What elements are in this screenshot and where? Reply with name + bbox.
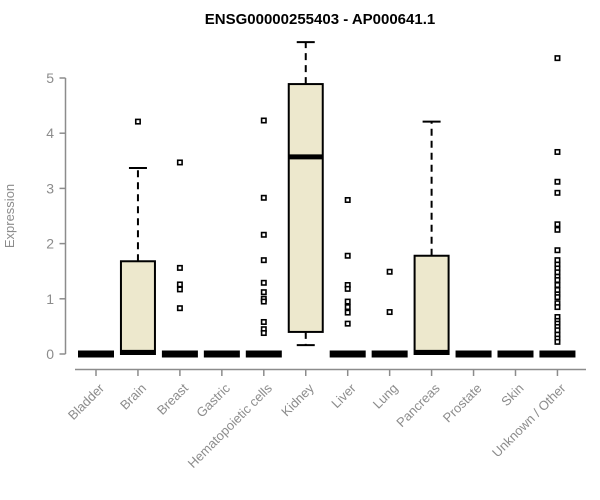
boxplot-unknown-other <box>539 55 576 358</box>
y-tick-label: 1 <box>46 291 54 307</box>
x-category-label-skin: Skin <box>498 381 526 409</box>
flat-box-at-zero <box>455 350 492 358</box>
flat-box-at-zero <box>371 350 408 358</box>
outlier-point <box>260 330 267 337</box>
outlier-point <box>176 281 183 288</box>
outlier-point <box>176 159 183 166</box>
outlier-point <box>554 294 561 301</box>
y-tick-label: 0 <box>46 346 54 362</box>
y-tick-label: 5 <box>46 70 54 86</box>
x-category-label-kidney: Kidney <box>278 380 317 419</box>
outlier-point <box>344 304 351 311</box>
boxplot-gastric <box>203 350 240 358</box>
outlier-point <box>260 318 267 325</box>
outlier-point <box>554 247 561 254</box>
boxplot-liver <box>329 196 366 358</box>
outlier-point <box>554 226 561 233</box>
boxplot-kidney <box>287 41 324 347</box>
outlier-point <box>344 309 351 316</box>
outlier-point <box>554 277 561 284</box>
outlier-point <box>176 264 183 271</box>
outlier-point <box>554 304 561 311</box>
outlier-point <box>554 55 561 62</box>
outlier-point <box>344 320 351 327</box>
flat-box-at-zero <box>329 350 366 358</box>
outlier-point <box>386 309 393 316</box>
outlier-point <box>344 252 351 259</box>
boxplot-breast <box>161 159 198 358</box>
boxplot-brain <box>119 118 156 356</box>
boxplot-skin <box>497 350 534 358</box>
outlier-point <box>554 281 561 288</box>
outlier-point <box>554 178 561 185</box>
outlier-point <box>554 338 561 345</box>
x-category-label-gastric: Gastric <box>193 380 233 420</box>
chart-title: ENSG00000255403 - AP000641.1 <box>205 11 435 28</box>
outlier-point <box>260 257 267 264</box>
outlier-point <box>344 196 351 203</box>
flat-box-at-zero <box>161 350 198 358</box>
flat-box-at-zero <box>497 350 534 358</box>
flat-box-at-zero <box>539 350 576 358</box>
boxplot-bladder <box>78 350 114 358</box>
y-tick-label: 2 <box>46 236 54 252</box>
x-category-label-brain: Brain <box>117 381 149 413</box>
x-category-label-lung: Lung <box>370 381 401 412</box>
iqr-box <box>119 260 156 356</box>
outlier-point <box>260 289 267 296</box>
outlier-point <box>260 194 267 201</box>
iqr-box <box>413 254 450 355</box>
boxplot-pancreas <box>413 120 450 355</box>
x-category-label-pancreas: Pancreas <box>393 380 443 430</box>
x-category-label-prostate: Prostate <box>440 381 485 426</box>
boxplot-hematopoietic-cells <box>245 117 282 358</box>
outlier-point <box>176 305 183 312</box>
boxplot-prostate <box>455 350 492 358</box>
x-category-label-breast: Breast <box>154 380 191 417</box>
flat-box-at-zero <box>245 350 282 358</box>
x-category-label-liver: Liver <box>328 380 359 411</box>
x-category-label-unknown-other: Unknown / Other <box>489 380 569 460</box>
outlier-point <box>176 286 183 293</box>
outlier-point <box>134 118 141 125</box>
boxplot-lung <box>371 268 408 358</box>
outlier-point <box>260 298 267 305</box>
flat-box-at-zero <box>78 350 114 358</box>
outlier-point <box>344 285 351 292</box>
outlier-point <box>344 298 351 305</box>
y-axis-label: Expression <box>2 184 17 248</box>
iqr-box <box>287 83 324 333</box>
outlier-point <box>554 148 561 155</box>
outlier-point <box>554 189 561 196</box>
outlier-point <box>260 231 267 238</box>
outlier-point <box>386 268 393 275</box>
x-category-label-bladder: Bladder <box>65 380 108 423</box>
flat-box-at-zero <box>203 350 240 358</box>
y-tick-label: 4 <box>46 125 54 141</box>
outlier-point <box>260 279 267 286</box>
y-tick-label: 3 <box>46 180 54 196</box>
outlier-point <box>554 221 561 228</box>
outlier-point <box>260 117 267 124</box>
